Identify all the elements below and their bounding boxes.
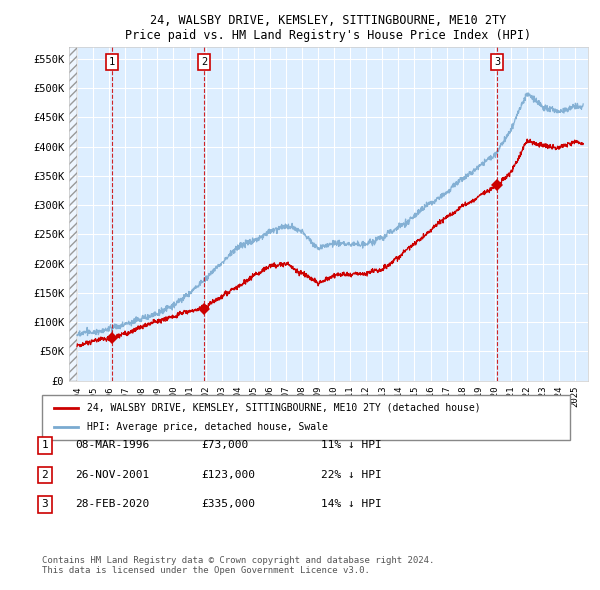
Text: Contains HM Land Registry data © Crown copyright and database right 2024.
This d: Contains HM Land Registry data © Crown c… [42, 556, 434, 575]
Text: 2: 2 [41, 470, 49, 480]
Text: HPI: Average price, detached house, Swale: HPI: Average price, detached house, Swal… [87, 422, 328, 432]
Text: 08-MAR-1996: 08-MAR-1996 [75, 441, 149, 450]
Text: £73,000: £73,000 [201, 441, 248, 450]
Text: 1: 1 [109, 57, 115, 67]
Text: 28-FEB-2020: 28-FEB-2020 [75, 500, 149, 509]
Title: 24, WALSBY DRIVE, KEMSLEY, SITTINGBOURNE, ME10 2TY
Price paid vs. HM Land Regist: 24, WALSBY DRIVE, KEMSLEY, SITTINGBOURNE… [125, 14, 532, 42]
Text: 3: 3 [41, 500, 49, 509]
Text: 2: 2 [201, 57, 207, 67]
Text: 14% ↓ HPI: 14% ↓ HPI [321, 500, 382, 509]
Text: 22% ↓ HPI: 22% ↓ HPI [321, 470, 382, 480]
Text: 24, WALSBY DRIVE, KEMSLEY, SITTINGBOURNE, ME10 2TY (detached house): 24, WALSBY DRIVE, KEMSLEY, SITTINGBOURNE… [87, 403, 481, 412]
Text: 11% ↓ HPI: 11% ↓ HPI [321, 441, 382, 450]
Text: £335,000: £335,000 [201, 500, 255, 509]
Text: 26-NOV-2001: 26-NOV-2001 [75, 470, 149, 480]
Text: 1: 1 [41, 441, 49, 450]
Text: £123,000: £123,000 [201, 470, 255, 480]
Text: 3: 3 [494, 57, 500, 67]
